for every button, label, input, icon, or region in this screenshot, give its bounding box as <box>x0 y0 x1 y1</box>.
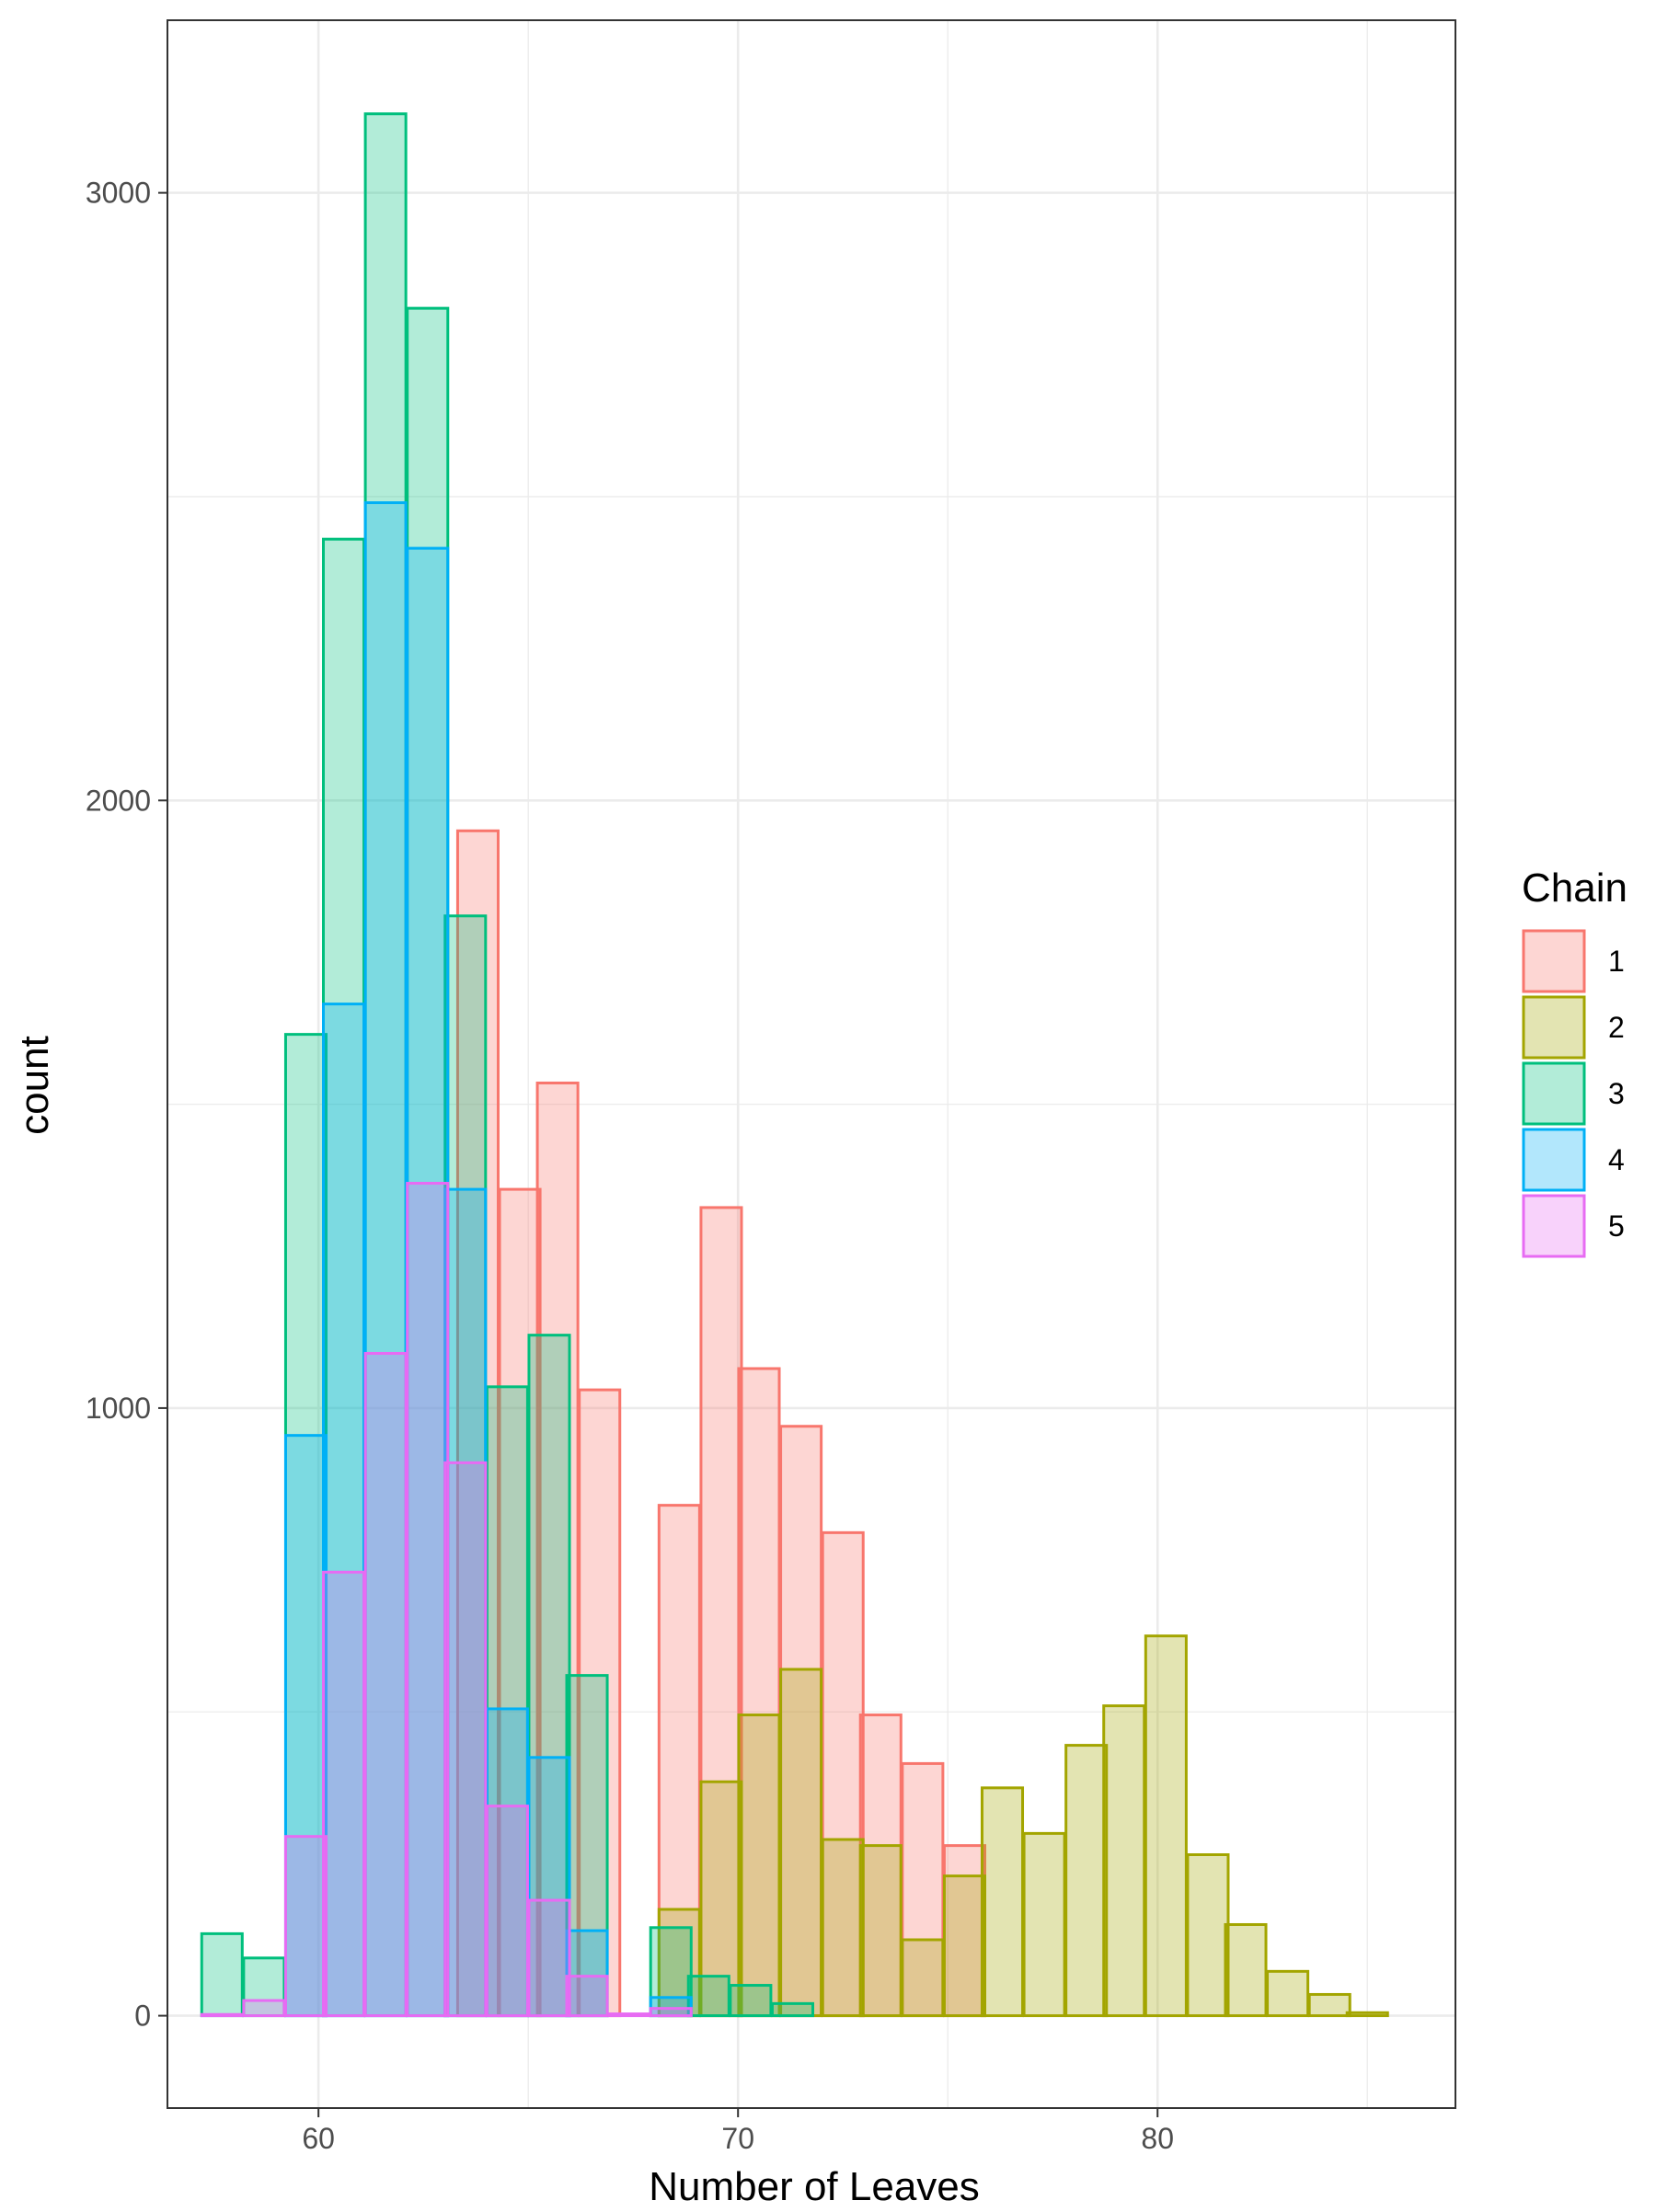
legend: Chain 1 2 3 4 5 <box>1522 865 1627 1258</box>
legend-label-4: 4 <box>1608 1143 1625 1176</box>
series-3-bars <box>200 112 815 2018</box>
axes: 60 70 80 0 1000 2000 3000 <box>86 177 1174 2155</box>
bar-chain-3 <box>729 1984 773 2018</box>
bar-chain-2 <box>1102 1704 1146 2018</box>
y-tick-label: 2000 <box>86 784 151 817</box>
bar-chain-3 <box>443 914 488 2018</box>
legend-key-2 <box>1522 995 1586 1060</box>
y-axis-title: count <box>12 1036 57 1135</box>
bar-chain-5 <box>406 1181 450 2018</box>
bar-chain-1 <box>901 1761 945 2018</box>
bar-chain-5 <box>607 2012 651 2018</box>
bar-chain-5 <box>322 1570 366 2018</box>
bar-chain-1 <box>821 1530 865 2018</box>
bar-chain-2 <box>1345 2011 1389 2018</box>
y-tick-label: 0 <box>134 2000 151 2033</box>
bar-chain-3 <box>485 1385 529 2018</box>
bar-chain-3 <box>200 1931 244 2018</box>
legend-key-3 <box>1522 1061 1586 1126</box>
bar-chain-3 <box>565 1674 609 2018</box>
legend-label-2: 2 <box>1608 1011 1625 1044</box>
legend-title: Chain <box>1522 865 1627 911</box>
bar-chain-2 <box>1266 1969 1310 2018</box>
legend-label-3: 3 <box>1608 1077 1625 1110</box>
bar-chain-2 <box>1186 1853 1230 2018</box>
bar-chain-2 <box>1022 1831 1066 2018</box>
series-1-bars <box>455 829 986 2018</box>
bar-chain-2 <box>980 1786 1025 2018</box>
series-5-bars <box>200 1181 693 2018</box>
bar-chain-3 <box>686 1975 730 2018</box>
legend-item-1: 1 <box>1522 929 1625 993</box>
bar-chain-5 <box>242 1999 286 2018</box>
bar-chain-1 <box>737 1367 781 2018</box>
series-2-bars <box>657 1634 1389 2018</box>
x-tick-label: 70 <box>721 2122 754 2155</box>
bar-chain-1 <box>657 1504 701 2018</box>
legend-key-4 <box>1522 1128 1586 1192</box>
legend-items: 1 2 3 4 5 <box>1522 929 1625 1258</box>
bar-chain-4 <box>283 1434 328 2018</box>
bar-chain-2 <box>779 1668 823 2018</box>
bar-chain-3 <box>363 112 408 2018</box>
bar-chain-5 <box>283 1835 328 2018</box>
x-tick-label: 60 <box>302 2122 335 2155</box>
bar-chain-2 <box>1224 1922 1268 2018</box>
legend-key-1 <box>1522 929 1586 993</box>
legend-key-5 <box>1522 1194 1586 1258</box>
bar-chain-1 <box>578 1388 622 2018</box>
legend-label-5: 5 <box>1608 1209 1625 1243</box>
plot-panel-border <box>167 19 1456 2109</box>
legend-label-1: 1 <box>1608 945 1625 978</box>
bar-chain-2 <box>737 1713 781 2018</box>
bar-chain-5 <box>649 2007 693 2018</box>
y-tick-label: 1000 <box>86 1392 151 1425</box>
y-tick-label: 3000 <box>86 177 151 210</box>
bar-chain-3 <box>770 2001 815 2018</box>
series-4-bars <box>283 501 693 2018</box>
bar-chain-5 <box>565 1975 609 2018</box>
bar-chain-5 <box>443 1461 488 2018</box>
x-axis-title: Number of Leaves <box>649 2164 980 2207</box>
bar-chain-5 <box>527 1898 571 2018</box>
bar-chain-1 <box>699 1206 743 2018</box>
bar-chain-2 <box>942 1874 986 2018</box>
bar-chain-5 <box>485 1805 529 2018</box>
bar-chain-5 <box>200 2012 244 2018</box>
bar-chain-4 <box>527 1756 571 2018</box>
bar-chain-2 <box>821 1838 865 2018</box>
legend-item-4: 4 <box>1522 1128 1625 1192</box>
legend-item-2: 2 <box>1522 995 1625 1060</box>
bar-chain-1 <box>942 1844 986 2018</box>
bar-chain-2 <box>1064 1744 1109 2018</box>
bar-chain-2 <box>1144 1634 1188 2018</box>
bar-chain-3 <box>283 1033 328 2018</box>
bar-chain-4 <box>322 1003 366 2018</box>
x-tick-label: 80 <box>1141 2122 1174 2155</box>
bar-chain-5 <box>363 1351 408 2018</box>
bar-chain-2 <box>858 1844 903 2018</box>
bars <box>200 112 1389 2018</box>
legend-item-5: 5 <box>1522 1194 1625 1258</box>
bar-chain-2 <box>901 1938 945 2018</box>
legend-item-3: 3 <box>1522 1061 1625 1126</box>
bar-chain-2 <box>1307 1992 1351 2018</box>
